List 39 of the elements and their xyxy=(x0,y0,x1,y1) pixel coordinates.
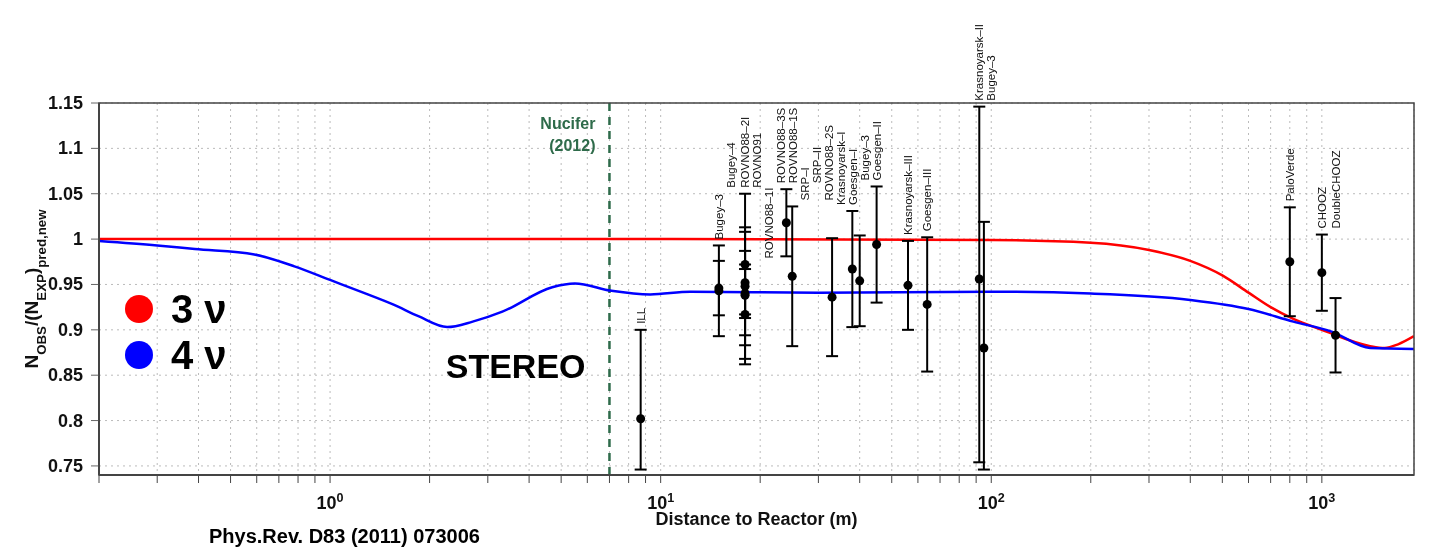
text: Bugey–3 xyxy=(985,55,998,101)
x-tick-label: 10$^{2}$ xyxy=(977,491,1005,513)
annotation: Goesgen–I xyxy=(847,148,860,205)
legend-label: 4 ν xyxy=(171,333,227,377)
annotation: ROVNO88–1I xyxy=(763,187,776,259)
annotation: ROVNO88–2S xyxy=(823,124,836,201)
annotation: CHOOZ xyxy=(1315,187,1328,229)
annotation: DoubleCHOOZ xyxy=(1329,150,1342,229)
y-tick-label: 0.95 xyxy=(47,274,83,295)
y-tick-label: 1.05 xyxy=(47,183,83,204)
annotation: ROVNO91 xyxy=(751,132,764,188)
ref-line-label: Nucifer (2012) xyxy=(540,115,596,154)
annotation: SRP–I xyxy=(799,167,812,201)
annotation: Krasnoyarsk–III xyxy=(902,155,915,235)
annotation: SRP–II xyxy=(811,146,824,184)
annotation: Bugey–3 xyxy=(712,194,725,240)
y-tick-label: 1 xyxy=(72,229,83,250)
y-tick-label: 0.8 xyxy=(57,410,83,431)
y-tick-label: 1.15 xyxy=(47,93,83,113)
y-tick-label: 1.1 xyxy=(57,138,83,159)
y-tick-label: 0.9 xyxy=(57,319,83,340)
annotation: Krasnoyarsk–I xyxy=(835,131,848,205)
x-tick-label: 10$^{0}$ xyxy=(316,491,344,513)
annotation: ROVNO88–1S xyxy=(787,107,800,184)
annotation: ILL xyxy=(634,307,647,324)
annotation: PaloVerde xyxy=(1283,148,1296,202)
y-tick-label: 0.75 xyxy=(47,455,83,476)
annotation: STEREO xyxy=(445,347,586,386)
annotation: Goesgen–II xyxy=(871,121,884,181)
annotation: ROVNO88–2I xyxy=(739,116,752,188)
annotation: Bugey–4 xyxy=(724,141,737,188)
y-tick-label: 0.85 xyxy=(47,365,83,386)
text: Phys.Rev. D83 (2011) 073006 xyxy=(209,525,480,547)
annotation: ROVNO88–3S xyxy=(775,107,788,184)
text: Krasnoyarsk–II xyxy=(973,23,986,101)
annotation: Bugey–3 xyxy=(859,135,872,181)
annotation: Goesgen–III xyxy=(921,168,934,232)
x-tick-label: 10$^{3}$ xyxy=(1308,491,1336,513)
legend-label: 3 ν xyxy=(171,287,227,331)
